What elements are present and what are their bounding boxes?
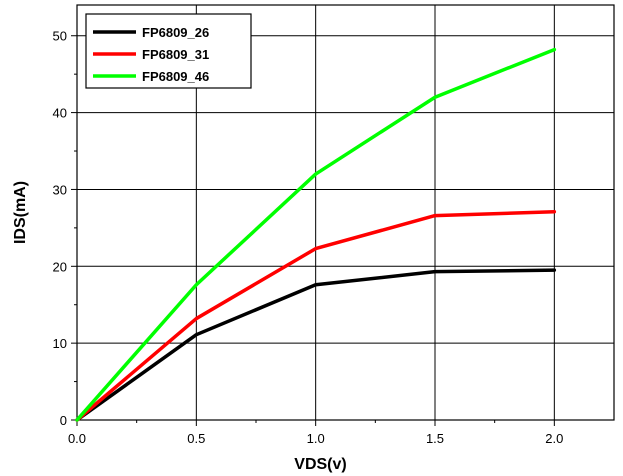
axis-ticks: 0.0 0.5 1.0 1.5 2.0 0 10 20 30 40 50: [53, 29, 564, 446]
y-tick-label: 0: [60, 413, 67, 428]
legend-label: FP6809_31: [142, 47, 209, 62]
y-tick-label: 30: [53, 182, 67, 197]
series-line-fp6809_46: [75, 47, 557, 422]
y-tick-label: 50: [53, 29, 67, 44]
y-tick-label: 20: [53, 259, 67, 274]
x-axis-title: VDS(v): [294, 456, 346, 473]
y-tick-label: 40: [53, 106, 67, 121]
x-tick-label: 1.0: [307, 431, 325, 446]
x-tick-label: 0.0: [68, 431, 86, 446]
x-tick-label: 1.5: [426, 431, 444, 446]
y-tick-label: 10: [53, 336, 67, 351]
legend: FP6809_26 FP6809_31 FP6809_46: [85, 13, 252, 89]
series-line-fp6809_31: [75, 209, 557, 422]
plot-border: [76, 4, 615, 421]
y-axis-title: IDS(mA): [12, 181, 29, 244]
x-tick-label: 2.0: [545, 431, 563, 446]
legend-label: FP6809_46: [142, 69, 209, 84]
series-line-fp6809_26: [75, 268, 557, 422]
series-group: [75, 47, 557, 422]
legend-label: FP6809_26: [142, 25, 209, 40]
x-tick-label: 0.5: [187, 431, 205, 446]
plot-frame: [76, 4, 615, 421]
